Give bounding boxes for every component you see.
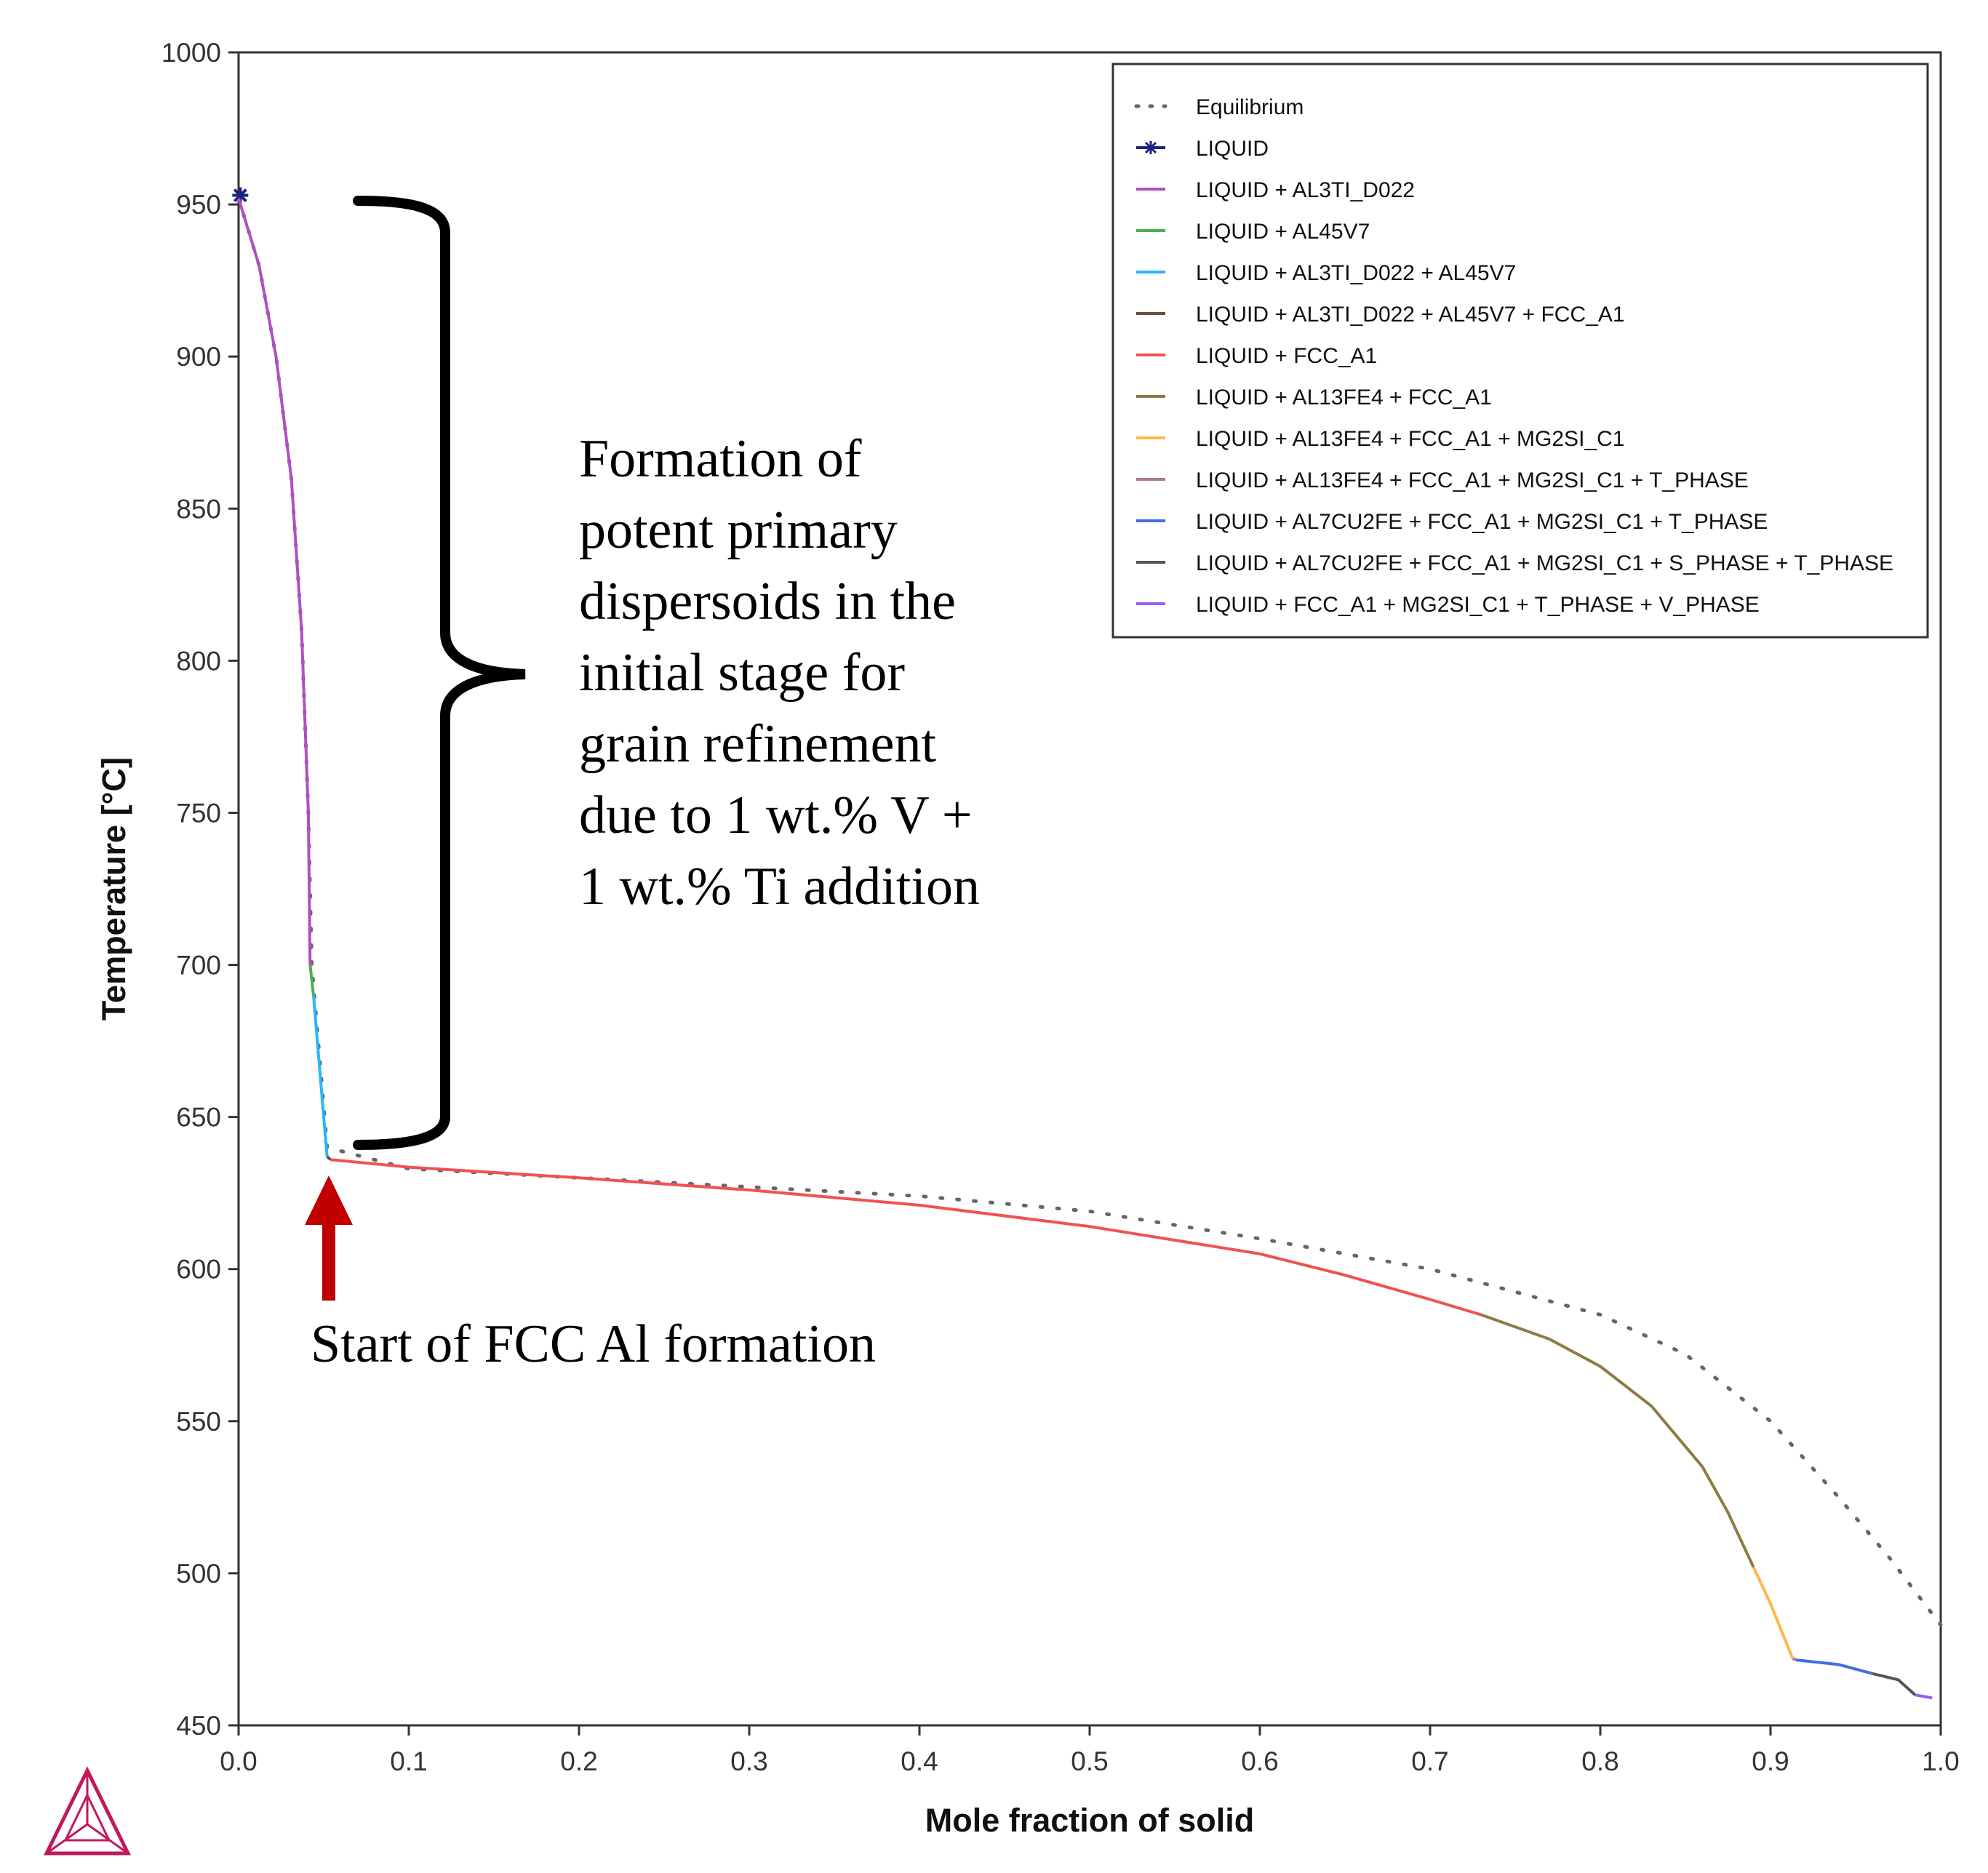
legend-item: LIQUID + FCC_A1 + MG2SI_C1 + T_PHASE + V… — [1136, 593, 1760, 617]
x-tick-label: 0.2 — [560, 1746, 597, 1776]
y-tick-label: 500 — [176, 1559, 221, 1589]
y-tick-label: 900 — [176, 342, 221, 372]
y-tick-label: 550 — [176, 1407, 221, 1437]
series-liquid-al3ti-d022 — [237, 198, 312, 965]
y-axis-title: Temperature [°C] — [95, 757, 132, 1021]
legend-box — [1111, 63, 1929, 639]
brace-text-line: grain refinement — [579, 714, 936, 774]
x-tick-label: 1.0 — [1922, 1746, 1959, 1776]
x-tick-label: 0.6 — [1241, 1746, 1278, 1776]
legend-item: LIQUID + AL7CU2FE + FCC_A1 + MG2SI_C1 + … — [1136, 551, 1893, 575]
series-liquid-al3ti-d022-al45v7 — [312, 995, 329, 1157]
x-tick-label: 0.9 — [1752, 1746, 1789, 1776]
legend-label: LIQUID + AL7CU2FE + FCC_A1 + MG2SI_C1 + … — [1196, 510, 1768, 534]
y-tick-label: 1000 — [161, 38, 221, 68]
legend-label: LIQUID + AL45V7 — [1196, 220, 1370, 244]
logo-inner-triangle — [63, 1792, 111, 1842]
legend-item: LIQUID + AL3TI_D022 — [1136, 178, 1415, 202]
y-tick-label: 750 — [176, 798, 221, 828]
y-tick-label: 800 — [176, 646, 221, 676]
legend-label: LIQUID + FCC_A1 + MG2SI_C1 + T_PHASE + V… — [1196, 593, 1760, 617]
series-liquid-fcc-a1 — [330, 1158, 1482, 1317]
legend-item: LIQUID + AL13FE4 + FCC_A1 + MG2SI_C1 + T… — [1136, 468, 1749, 492]
series-liquid-al3ti-d022-al45v7-fcc-a1 — [326, 1155, 332, 1161]
x-tick-label: 0.4 — [901, 1746, 938, 1776]
legend-label: LIQUID + AL13FE4 + FCC_A1 — [1196, 386, 1492, 410]
brace-text-line: due to 1 wt.% V + — [579, 786, 973, 845]
arrow-head — [305, 1175, 353, 1225]
series-liquid-al45v7 — [308, 965, 315, 996]
legend-item: LIQUID + AL3TI_D022 + AL45V7 — [1136, 261, 1516, 285]
legend-star-stroke — [1144, 141, 1157, 154]
brace-text-line: dispersoids in the — [579, 572, 956, 631]
legend-label: LIQUID + AL3TI_D022 — [1196, 178, 1415, 202]
x-tick-label: 0.5 — [1071, 1746, 1108, 1776]
legend-item: LIQUID + AL13FE4 + FCC_A1 — [1136, 386, 1492, 410]
legend-item: LIQUID + AL45V7 — [1136, 220, 1370, 244]
x-tick-label: 0.0 — [220, 1746, 257, 1776]
legend-label: LIQUID + AL13FE4 + FCC_A1 + MG2SI_C1 — [1196, 427, 1624, 451]
series-liquid-al7cu2fe-fcc-a1-mg2si-c1-s-phase-t-phase — [1872, 1672, 1917, 1696]
series-liquid-marker — [232, 187, 249, 204]
series-liquid-al13fe4-fcc-a1 — [1480, 1313, 1755, 1568]
logo-line — [87, 1823, 129, 1855]
logo-outer-triangle — [43, 1766, 132, 1856]
legend-label: LIQUID + AL3TI_D022 + AL45V7 — [1196, 261, 1516, 285]
brace-text-line: potent primary — [579, 500, 898, 560]
series-liquid-al13fe4-fcc-a1-mg2si-c1-t-phase — [1792, 1657, 1797, 1661]
star-stroke — [233, 188, 247, 202]
legend-item: LIQUID + AL7CU2FE + FCC_A1 + MG2SI_C1 + … — [1136, 510, 1768, 534]
brace-text-line: initial stage for — [579, 643, 905, 703]
x-axis-title: Mole fraction of solid — [925, 1802, 1255, 1839]
x-tick-label: 0.1 — [390, 1746, 427, 1776]
y-tick-label: 700 — [176, 951, 221, 981]
legend-item: LIQUID — [1136, 137, 1269, 161]
legend-item: LIQUID + FCC_A1 — [1136, 344, 1377, 368]
x-tick-label: 0.3 — [730, 1746, 767, 1776]
arrow-shaft — [322, 1222, 335, 1301]
legend-label: LIQUID + AL7CU2FE + FCC_A1 + MG2SI_C1 + … — [1196, 551, 1893, 575]
logo-line — [46, 1823, 88, 1855]
x-tick-label: 0.8 — [1581, 1746, 1618, 1776]
thermo-calc-logo — [43, 1766, 132, 1856]
series-liquid-fcc-a1-mg2si-c1-t-phase-v-phase — [1915, 1693, 1933, 1700]
brace-text-line: Formation of — [579, 429, 862, 489]
brace-text-line: 1 wt.% Ti addition — [579, 857, 980, 916]
legend-item: LIQUID + AL3TI_D022 + AL45V7 + FCC_A1 — [1136, 303, 1625, 327]
arrow-annotation-text: Start of FCC Al formation — [311, 1314, 876, 1374]
y-tick-label: 450 — [176, 1711, 221, 1741]
legend-label: LIQUID + FCC_A1 — [1196, 344, 1377, 368]
legend-item: LIQUID + AL13FE4 + FCC_A1 + MG2SI_C1 — [1136, 427, 1624, 451]
curly-brace — [353, 196, 526, 1150]
y-tick-label: 950 — [176, 190, 221, 220]
legend-label: LIQUID + AL13FE4 + FCC_A1 + MG2SI_C1 + T… — [1196, 468, 1749, 492]
series-liquid-al7cu2fe-fcc-a1-mg2si-c1-t-phase — [1795, 1658, 1873, 1675]
y-tick-label: 850 — [176, 494, 221, 524]
fcc-arrow — [305, 1175, 353, 1301]
series-liquid-al13fe4-fcc-a1-mg2si-c1 — [1752, 1566, 1795, 1659]
legend-label: Equilibrium — [1196, 95, 1304, 119]
brace-annotation: Formation of potent primary dispersoids … — [579, 429, 980, 916]
legend-label: LIQUID — [1196, 137, 1269, 161]
x-tick-label: 0.7 — [1411, 1746, 1448, 1776]
legend-label: LIQUID + AL3TI_D022 + AL45V7 + FCC_A1 — [1196, 303, 1625, 327]
legend: Equilibrium LIQUID LIQUID + AL3TI_D022 LIQU… — [1111, 63, 1929, 639]
y-tick-label: 650 — [176, 1103, 221, 1133]
legend-item: Equilibrium — [1134, 95, 1304, 119]
y-tick-label: 600 — [176, 1255, 221, 1285]
